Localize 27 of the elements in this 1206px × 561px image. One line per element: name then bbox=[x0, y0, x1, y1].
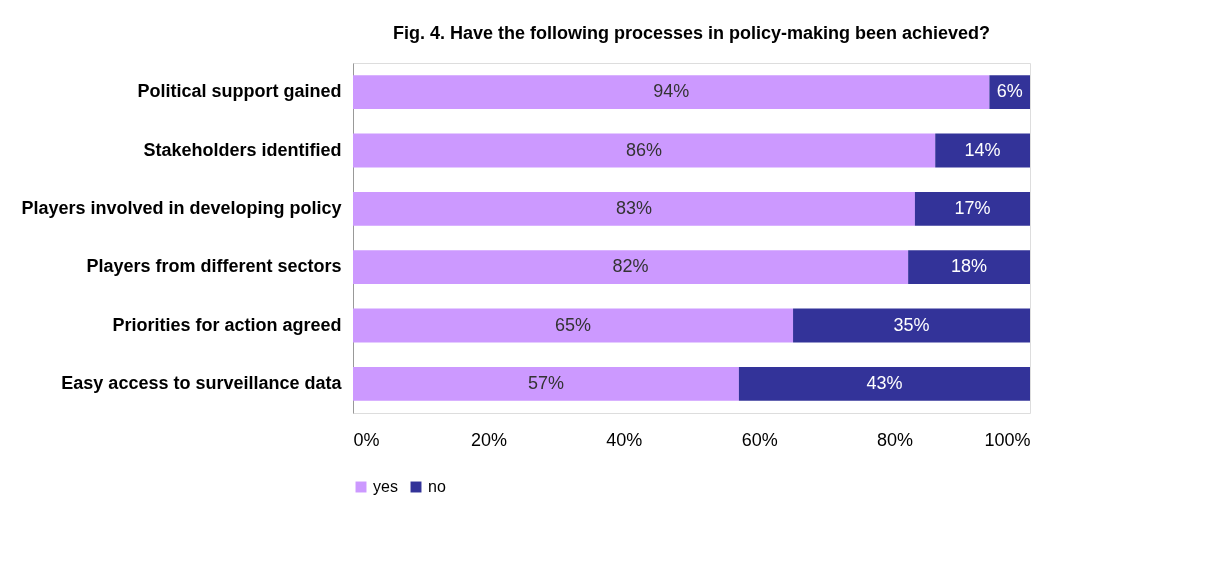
x-tick-label: 0% bbox=[353, 429, 380, 450]
x-tick-label: 20% bbox=[470, 429, 507, 450]
y-tick-label: Players from different sectors bbox=[86, 256, 342, 277]
data-label: 65% bbox=[555, 314, 592, 335]
data-label: 35% bbox=[893, 314, 930, 335]
data-label: 14% bbox=[964, 139, 1001, 160]
chart-title: Fig. 4. Have the following processes in policy-making been achieved? bbox=[392, 23, 991, 43]
x-tick-label: 100% bbox=[984, 429, 1031, 450]
data-label: 57% bbox=[527, 372, 564, 393]
data-label: 82% bbox=[612, 256, 649, 277]
data-label: 83% bbox=[615, 197, 652, 218]
x-tick-label: 80% bbox=[877, 429, 914, 450]
y-tick-label: Political support gained bbox=[137, 81, 342, 102]
x-tick-label: 40% bbox=[606, 429, 643, 450]
data-label: 94% bbox=[653, 81, 690, 102]
data-label: 43% bbox=[866, 372, 903, 393]
legend-label: yes bbox=[373, 478, 398, 495]
y-tick-label: Players involved in developing policy bbox=[21, 197, 342, 218]
x-tick-label: 60% bbox=[741, 429, 778, 450]
data-label: 17% bbox=[954, 197, 991, 218]
y-tick-label: Easy access to surveillance data bbox=[61, 372, 343, 393]
data-label: 6% bbox=[996, 81, 1023, 102]
data-label: 86% bbox=[626, 139, 663, 160]
y-tick-label: Stakeholders identified bbox=[143, 139, 342, 160]
data-label: 18% bbox=[951, 256, 988, 277]
y-tick-label: Priorities for action agreed bbox=[112, 314, 342, 335]
legend-label: no bbox=[428, 478, 446, 495]
